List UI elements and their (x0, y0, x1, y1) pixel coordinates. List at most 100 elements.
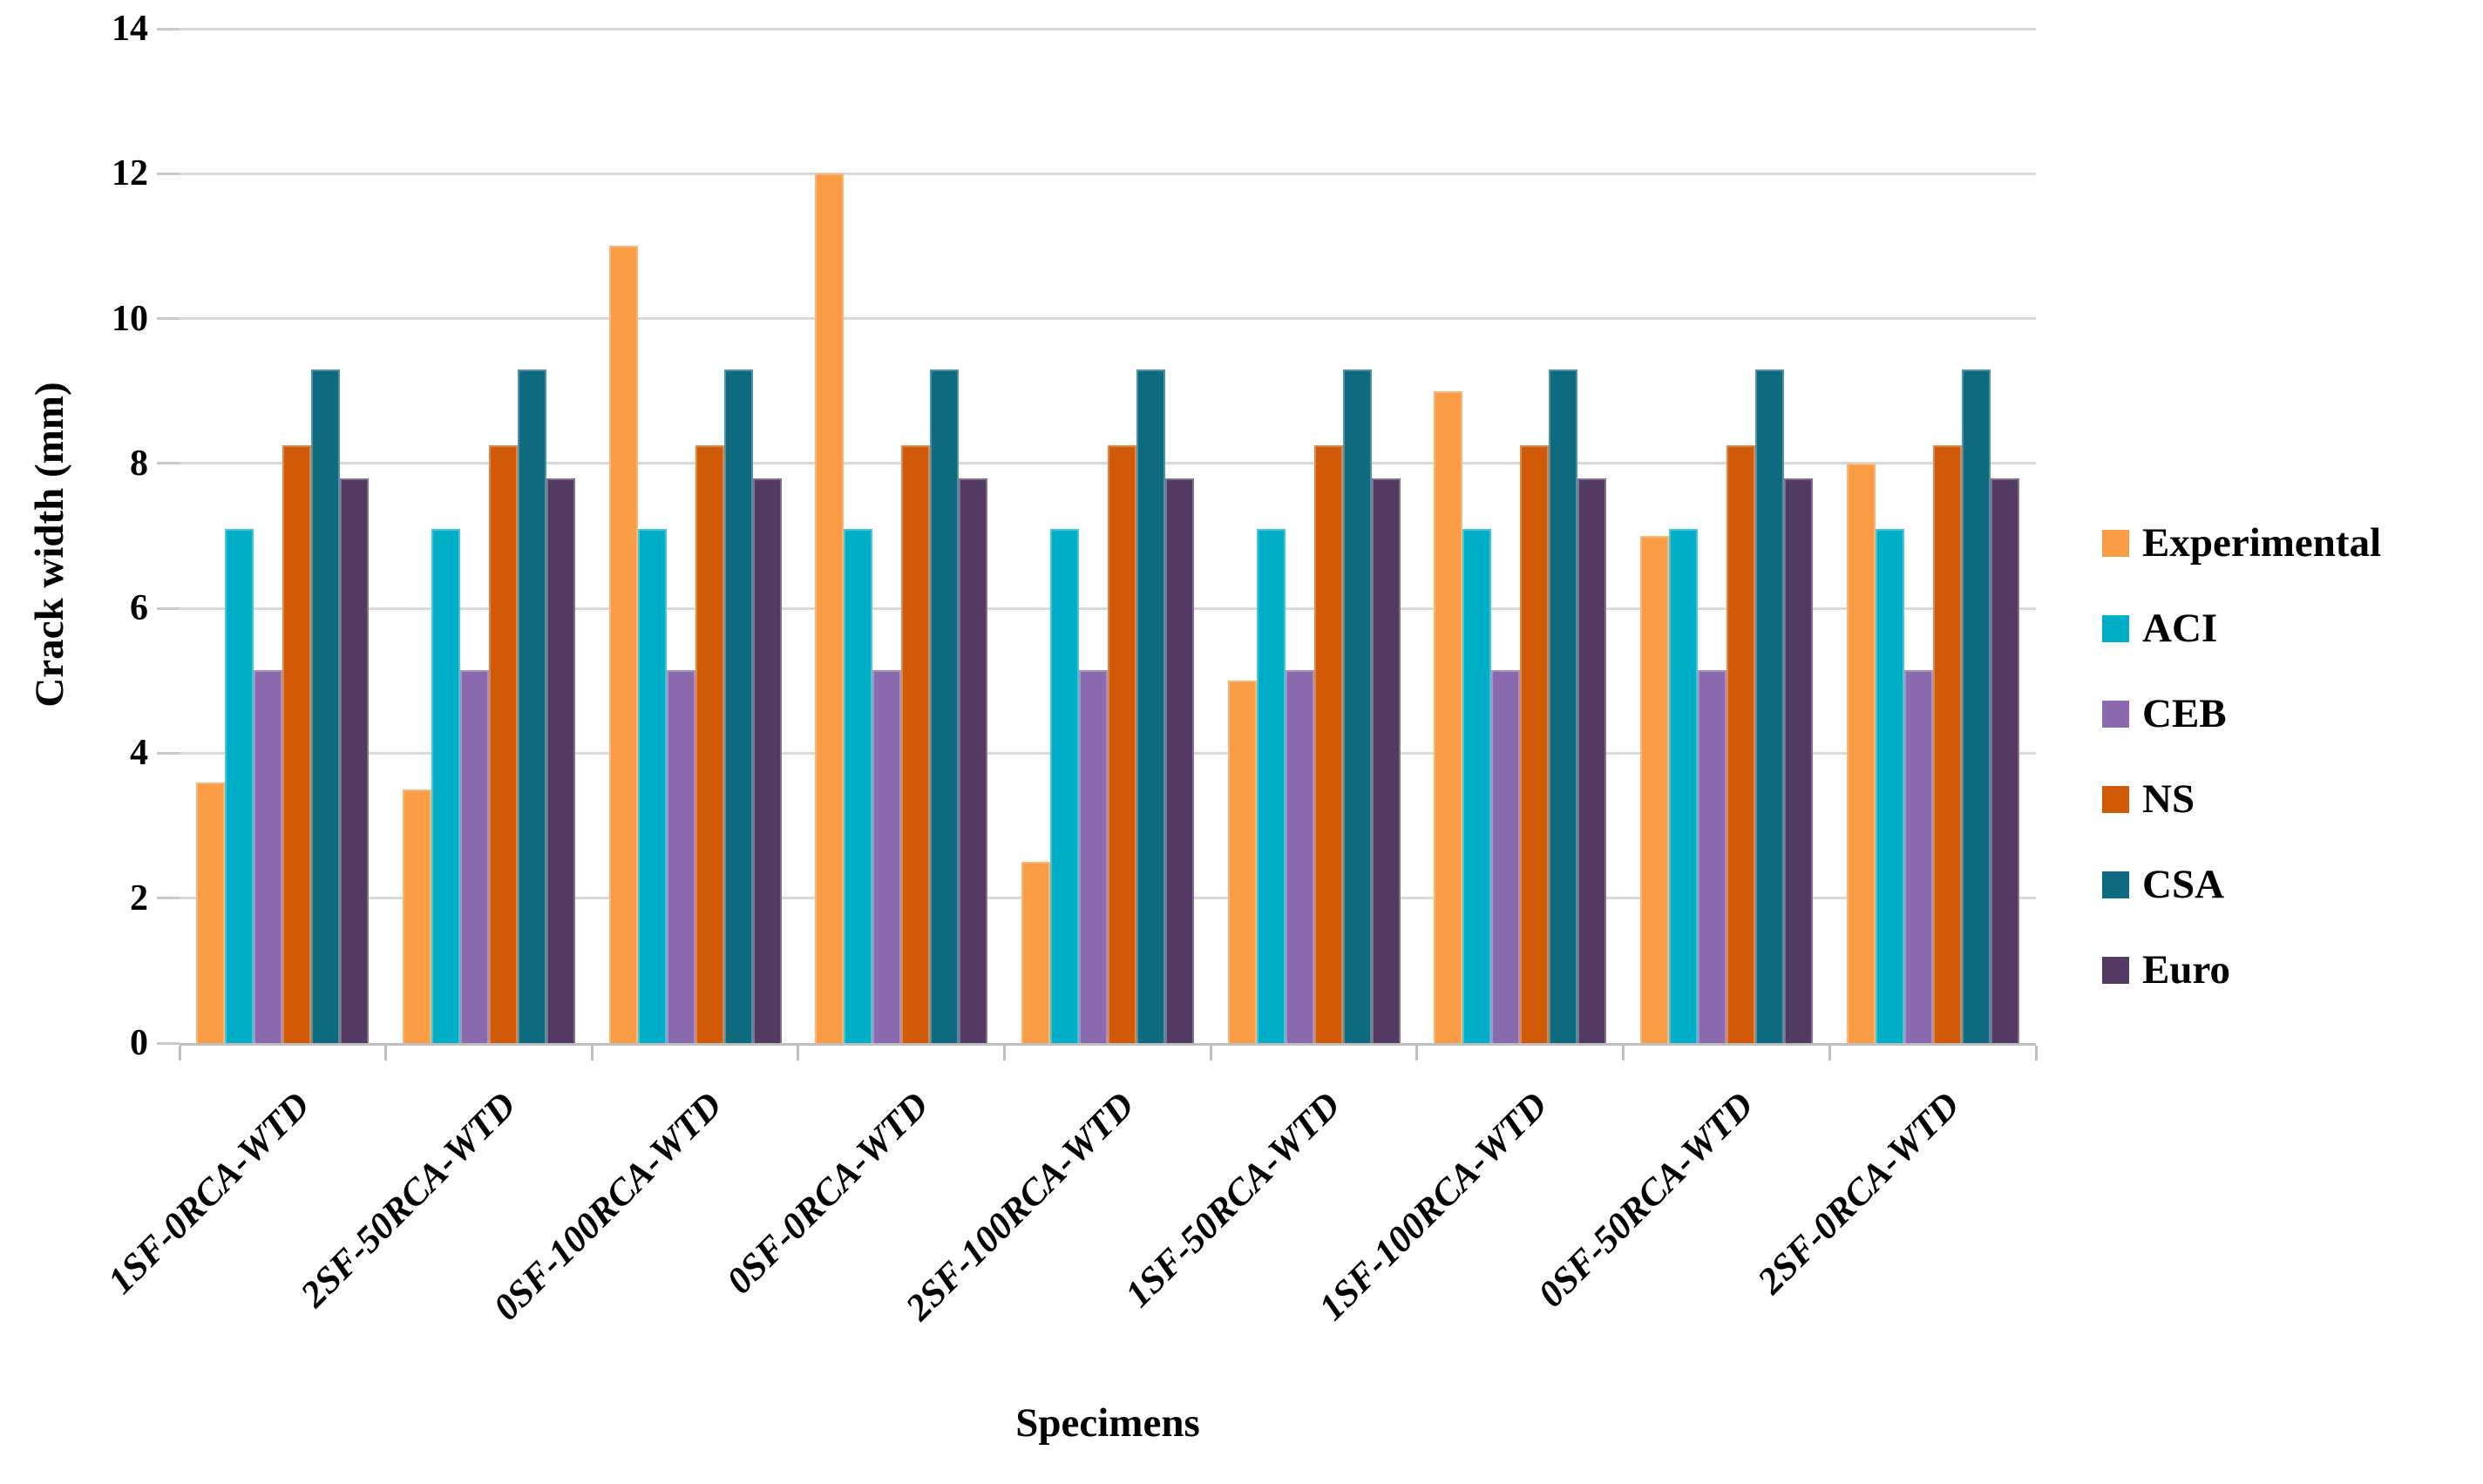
bar-aci (225, 528, 254, 1043)
x-category-label: 2SF-100RCA-WTD (898, 1084, 1143, 1329)
legend: Experimental ACI CEB NS CSA Euro (2102, 523, 2381, 991)
bar-experimental (1227, 681, 1257, 1043)
bar-experimental (1846, 463, 1876, 1043)
legend-item: Experimental (2102, 523, 2381, 564)
legend-swatch (2102, 615, 2129, 642)
bar-ns (695, 445, 724, 1043)
bar-euro (546, 478, 575, 1043)
bar-ceb (666, 669, 695, 1043)
y-axis-tick-label: 6 (130, 588, 148, 629)
legend-swatch (2102, 530, 2129, 557)
bar-csa (1549, 369, 1578, 1043)
bar-ns (1313, 445, 1343, 1043)
bar-group (1005, 29, 1211, 1043)
bar-experimental (1640, 536, 1670, 1043)
bar-ns (489, 445, 518, 1043)
bar-ns (901, 445, 931, 1043)
bar-csa (311, 369, 341, 1043)
x-category-label: 1SF-50RCA-WTD (1117, 1084, 1349, 1316)
bar-group (386, 29, 593, 1043)
y-axis-tick (157, 27, 180, 30)
bar-ns (282, 445, 312, 1043)
y-axis-tick (157, 462, 180, 465)
y-axis-tick-label: 2 (130, 878, 148, 918)
plot-area: 0 2 4 6 8 10 12 14 (112, 10, 2038, 1061)
legend-swatch (2102, 786, 2129, 813)
bar-experimental (1434, 390, 1463, 1043)
x-axis-tick (384, 1046, 388, 1060)
bar-experimental (815, 173, 845, 1043)
bar-aci (1669, 528, 1699, 1043)
bar-ceb (1698, 669, 1727, 1043)
y-axis-title: Crack width (mm) (27, 382, 72, 708)
x-axis-tick (1622, 1046, 1625, 1060)
legend-item: CSA (2102, 864, 2381, 905)
gridline (180, 606, 2036, 610)
bar-aci (1462, 528, 1492, 1043)
y-axis-tick-label: 4 (130, 733, 148, 774)
y-axis-tick (157, 317, 180, 321)
bar-group (180, 29, 386, 1043)
bar-euro (752, 478, 782, 1043)
bar-group (1211, 29, 1417, 1043)
bar-group (592, 29, 798, 1043)
y-axis-tick-label: 14 (112, 9, 148, 49)
x-category-label: 1SF-0RCA-WTD (99, 1084, 318, 1303)
bar-aci (1050, 528, 1080, 1043)
bar-euro (1784, 478, 1814, 1043)
bar-ceb (1079, 669, 1109, 1043)
gridline (180, 462, 2036, 465)
bar-euro (959, 478, 988, 1043)
legend-label: Euro (2142, 947, 2230, 993)
bar-experimental (196, 782, 226, 1043)
bar-ceb (1903, 669, 1933, 1043)
x-category-label: 0SF-50RCA-WTD (1530, 1084, 1761, 1316)
x-axis-tick (1415, 1046, 1419, 1060)
bar-group (1417, 29, 1624, 1043)
x-category-label: 0SF-0RCA-WTD (718, 1084, 937, 1303)
legend-item: NS (2102, 779, 2381, 820)
gridline (180, 317, 2036, 321)
x-category-label: 2SF-0RCA-WTD (1749, 1084, 1968, 1303)
bar-euro (1371, 478, 1401, 1043)
bar-csa (723, 369, 753, 1043)
bar-experimental (1021, 862, 1051, 1043)
bar-aci (637, 528, 667, 1043)
y-axis-tick-label: 12 (112, 153, 148, 194)
bar-euro (340, 478, 370, 1043)
bar-csa (518, 369, 546, 1043)
legend-label: NS (2142, 776, 2195, 822)
bar-ceb (1285, 669, 1314, 1043)
x-axis-title: Specimens (1015, 1400, 1200, 1446)
x-axis-tick (1003, 1046, 1007, 1060)
x-axis-tick (2034, 1046, 2038, 1060)
y-axis-tick-label: 10 (112, 298, 148, 339)
x-category-label: 1SF-100RCA-WTD (1311, 1084, 1556, 1329)
x-axis-tick (1209, 1046, 1212, 1060)
bar-ns (1520, 445, 1550, 1043)
legend-label: CSA (2142, 862, 2225, 907)
legend-swatch (2102, 701, 2129, 728)
bar-csa (1342, 369, 1372, 1043)
y-axis-tick (157, 897, 180, 900)
legend-item: Euro (2102, 950, 2381, 991)
y-axis-tick (157, 606, 180, 610)
legend-swatch (2102, 871, 2129, 898)
legend-label: CEB (2142, 691, 2227, 736)
bar-aci (431, 528, 460, 1043)
legend-item: CEB (2102, 694, 2381, 735)
legend-label: Experimental (2142, 520, 2382, 566)
bar-experimental (608, 246, 638, 1043)
bar-aci (1256, 528, 1286, 1043)
bar-csa (930, 369, 960, 1043)
bar-aci (844, 528, 873, 1043)
bar-csa (1961, 369, 1991, 1043)
y-axis-tick-label: 8 (130, 443, 148, 484)
bar-aci (1875, 528, 1904, 1043)
bar-group (1624, 29, 1830, 1043)
bar-csa (1136, 369, 1166, 1043)
y-axis-tick (157, 172, 180, 175)
gridline (180, 172, 2036, 175)
x-category-label: 2SF-50RCA-WTD (293, 1084, 524, 1316)
